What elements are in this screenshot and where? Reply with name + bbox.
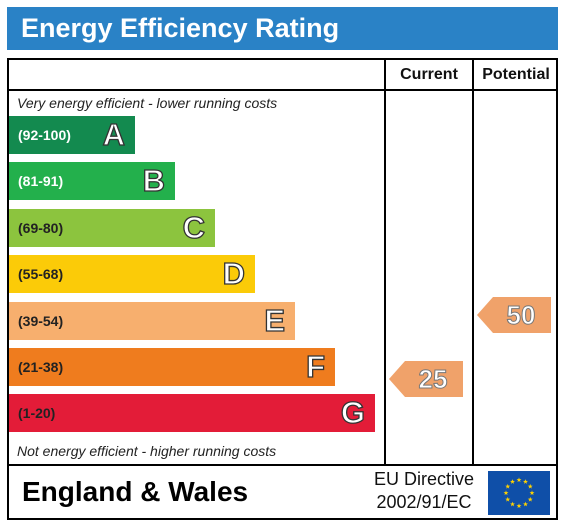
flag-star [529, 490, 535, 496]
rating-band-f: (21-38) F [9, 348, 335, 386]
flag-star [505, 483, 511, 489]
band-range-label: (1-20) [18, 405, 56, 422]
potential-column-header: Potential [482, 66, 550, 83]
band-letter: B [142, 163, 166, 199]
rating-band-b: (81-91) B [9, 162, 175, 201]
rating-band-a: (92-100) A [9, 116, 135, 154]
band-range-label: (81-91) [18, 173, 64, 190]
flag-star [510, 501, 515, 507]
eu-directive-line2: 2002/91/EC [376, 492, 472, 512]
current-column-header: Current [400, 66, 458, 83]
potential-column-divider [472, 58, 474, 466]
efficient-note: Very energy efficient - lower running co… [17, 95, 278, 111]
band-range-label: (69-80) [18, 219, 64, 236]
flag-star [510, 479, 515, 484]
band-letter: D [222, 256, 246, 292]
flag-star [523, 501, 528, 507]
band-range-label: (21-38) [18, 359, 64, 375]
rating-band-e: (39-54) E [9, 301, 295, 340]
rating-band-c: (69-80) C [9, 208, 215, 247]
rating-table [7, 58, 558, 520]
rating-band-d: (55-68) D [9, 255, 255, 294]
band-range-label: (92-100) [18, 127, 71, 143]
flag-star [527, 496, 533, 502]
current-rating-value: 25 [418, 364, 448, 395]
band-range-label: (39-54) [18, 312, 64, 329]
flag-star [503, 490, 509, 496]
flag-star [527, 483, 533, 489]
eu-directive-line1: EU Directive [373, 469, 475, 489]
eu-flag-icon [488, 471, 550, 515]
eu-directive-label: EU Directive 2002/91/EC [366, 468, 482, 514]
current-rating-pointer: 25 [389, 361, 463, 397]
flag-star [523, 479, 528, 484]
band-letter: G [340, 395, 365, 431]
flag-star [516, 503, 522, 509]
rating-band-g: (1-20) G [9, 394, 375, 433]
inefficient-note: Not energy efficient - higher running co… [17, 443, 277, 459]
header-divider [7, 89, 558, 91]
band-letter: F [305, 348, 325, 384]
band-letter: E [264, 302, 286, 338]
band-letter: A [102, 116, 126, 152]
footer-divider [7, 464, 558, 466]
flag-star [516, 477, 522, 483]
band-range-label: (55-68) [18, 266, 64, 283]
potential-rating-pointer: 50 [477, 297, 551, 333]
potential-rating-value: 50 [506, 300, 536, 331]
band-letter: C [182, 209, 206, 245]
current-column-divider [384, 58, 386, 466]
flag-star [505, 496, 511, 502]
page-title: Energy Efficiency Rating [7, 7, 558, 50]
country-label: England & Wales [22, 476, 249, 507]
